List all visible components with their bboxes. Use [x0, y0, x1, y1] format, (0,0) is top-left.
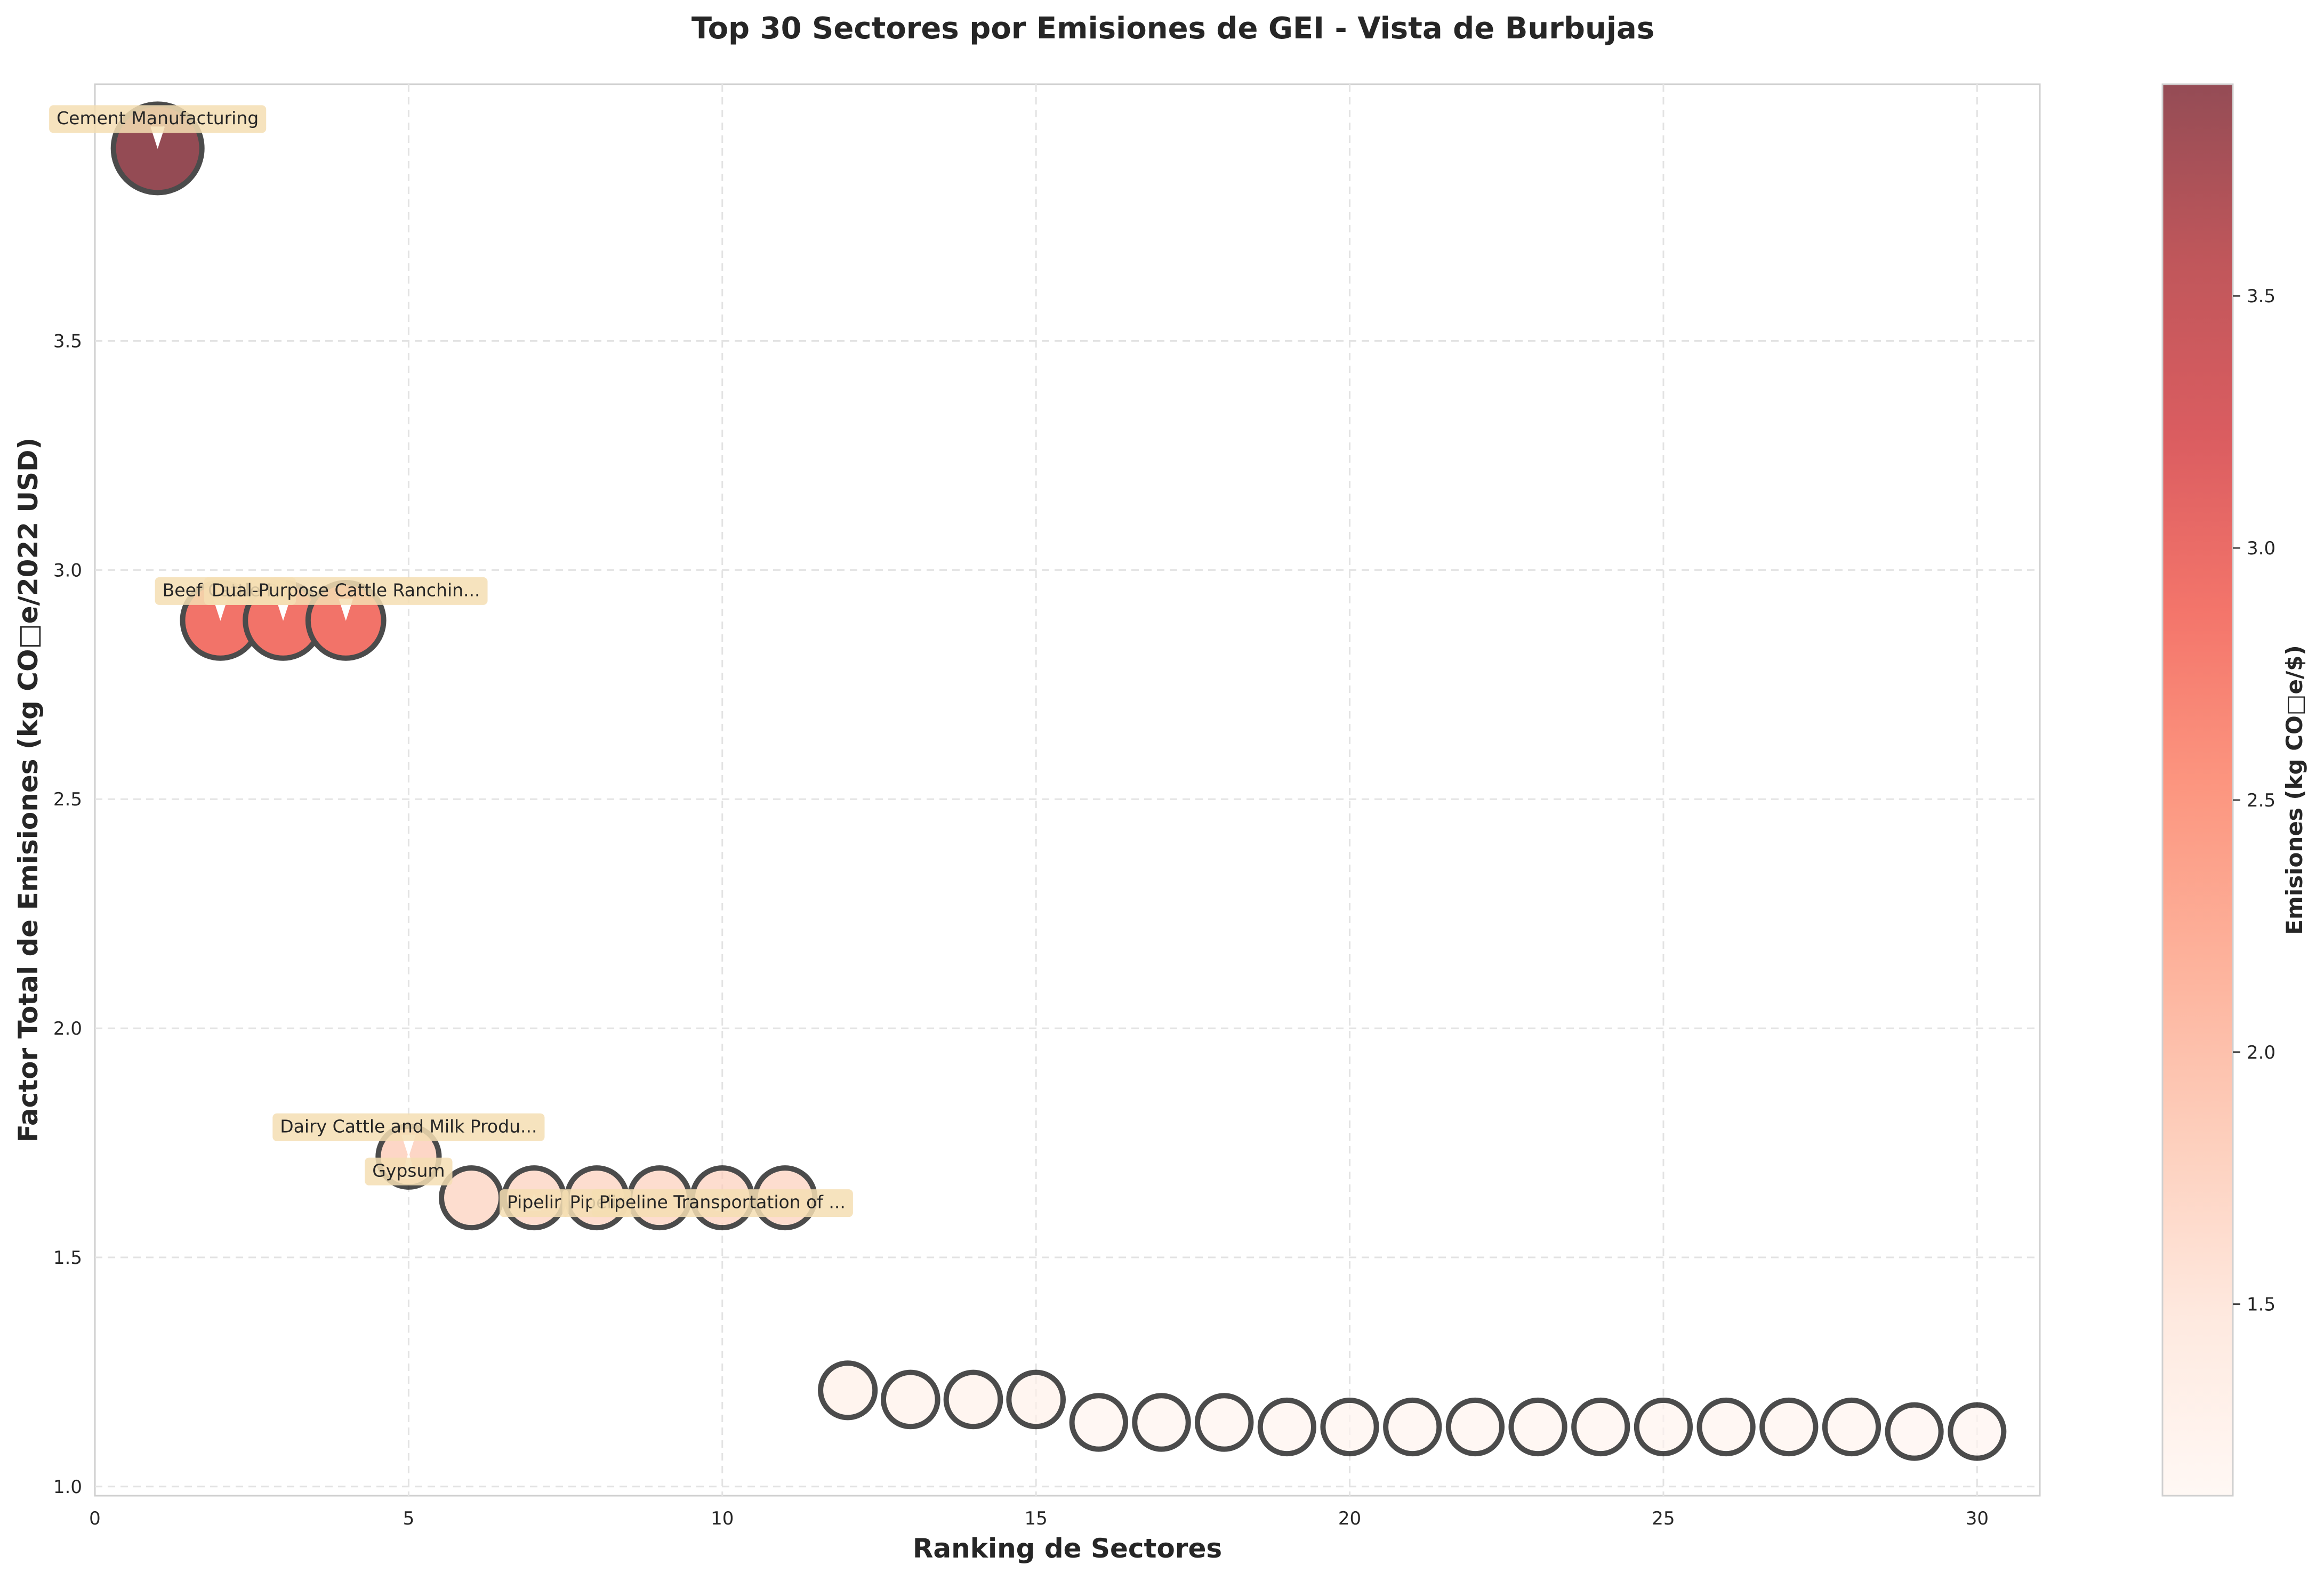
colorbar-label: Emisiones (kg CO□e/$): [2281, 645, 2307, 934]
bubble-point: [1445, 1397, 1505, 1457]
annotation-text: Dairy Cattle and Milk Produ...: [280, 1116, 537, 1136]
y-tick-label: 2.0: [53, 1018, 82, 1039]
annotation-text: Dual-Purpose Cattle Ranchin...: [212, 579, 480, 600]
x-tick-label: 25: [1652, 1508, 1675, 1529]
annotation-box: [365, 1157, 453, 1185]
x-tick-label: 15: [1025, 1508, 1048, 1529]
bubble-point: [1257, 1397, 1316, 1457]
plot-frame: [94, 83, 2041, 1497]
annotation-box: [204, 577, 488, 605]
bubble-point: [1320, 1397, 1379, 1457]
y-tick-label: 2.5: [53, 789, 82, 810]
bubble-point: [1132, 1393, 1191, 1452]
bubble-point: [1194, 1393, 1254, 1452]
colorbar-gradient: [2161, 83, 2234, 1497]
bubble-point: [1069, 1393, 1129, 1452]
bubble-point: [880, 1369, 940, 1430]
bubble-point: [1948, 1402, 2007, 1461]
annotation: Pipeline Transportation of ...: [591, 1189, 853, 1217]
colorbar: 1.5 2.0 2.5 3.0 3.5 Emisiones (kg CO□e/$): [2161, 83, 2307, 1497]
annotation: Cement Manufacturing: [49, 105, 267, 149]
annotation-text: Gypsum: [372, 1160, 445, 1181]
bubble-point: [1696, 1397, 1756, 1457]
y-tick-label: 1.0: [53, 1477, 82, 1498]
annotation: Dual-Purpose Cattle Ranchin...: [204, 577, 488, 621]
y-axis-label: Factor Total de Emisiones (kg CO□e/2022 …: [13, 438, 44, 1143]
annotation: Gypsum: [365, 1151, 453, 1185]
colorbar-tick-label: 2.5: [2247, 790, 2275, 811]
colorbar-tick-label: 2.0: [2247, 1042, 2275, 1063]
annotation-box: [499, 1189, 569, 1217]
grid: [95, 84, 2040, 1496]
x-tick-label: 10: [711, 1508, 734, 1529]
x-tick-label: 20: [1338, 1508, 1361, 1529]
bubble-point: [1508, 1397, 1567, 1457]
bubble-point: [1759, 1397, 1819, 1457]
x-tick-label: 30: [1966, 1508, 1989, 1529]
chart-title: Top 30 Sectores por Emisiones de GEI - V…: [691, 11, 1654, 46]
annotation-box: [272, 1113, 545, 1141]
colorbar-tick-label: 1.5: [2247, 1294, 2275, 1316]
colorbar-ticks: 1.5 2.0 2.5 3.0 3.5: [2233, 286, 2275, 1316]
colorbar-tick-label: 3.0: [2247, 538, 2275, 559]
annotation-box: [49, 105, 267, 133]
colorbar-tick-label: 3.5: [2247, 286, 2275, 307]
bubble-point: [818, 1360, 878, 1421]
bubble-point: [1383, 1397, 1442, 1457]
annotation-text: Cement Manufacturing: [57, 108, 259, 128]
y-tick-label: 3.0: [53, 560, 82, 581]
bubble-point: [1006, 1369, 1066, 1430]
y-tick-label: 1.5: [53, 1247, 82, 1269]
annotation-text: Pipeline Transportation of ...: [599, 1192, 846, 1213]
axis-ticks: 0 5 10 15 20 25 30 1.0 1.5 2.0 2.5 3.0 3.5: [53, 330, 1989, 1529]
annotation-box: [591, 1189, 853, 1217]
bubble-point: [1885, 1402, 1944, 1461]
x-tick-label: 5: [403, 1508, 415, 1529]
x-axis-label: Ranking de Sectores: [913, 1533, 1222, 1564]
bubble-point: [1822, 1397, 1881, 1457]
y-tick-label: 3.5: [53, 330, 82, 352]
annotation-text: Pipelir: [507, 1192, 561, 1213]
bubble-point: [1571, 1397, 1630, 1457]
x-tick-label: 0: [89, 1508, 101, 1529]
bubble-point: [1634, 1397, 1693, 1457]
annotation: Pipelir: [499, 1189, 569, 1217]
bubble-point: [943, 1369, 1003, 1430]
